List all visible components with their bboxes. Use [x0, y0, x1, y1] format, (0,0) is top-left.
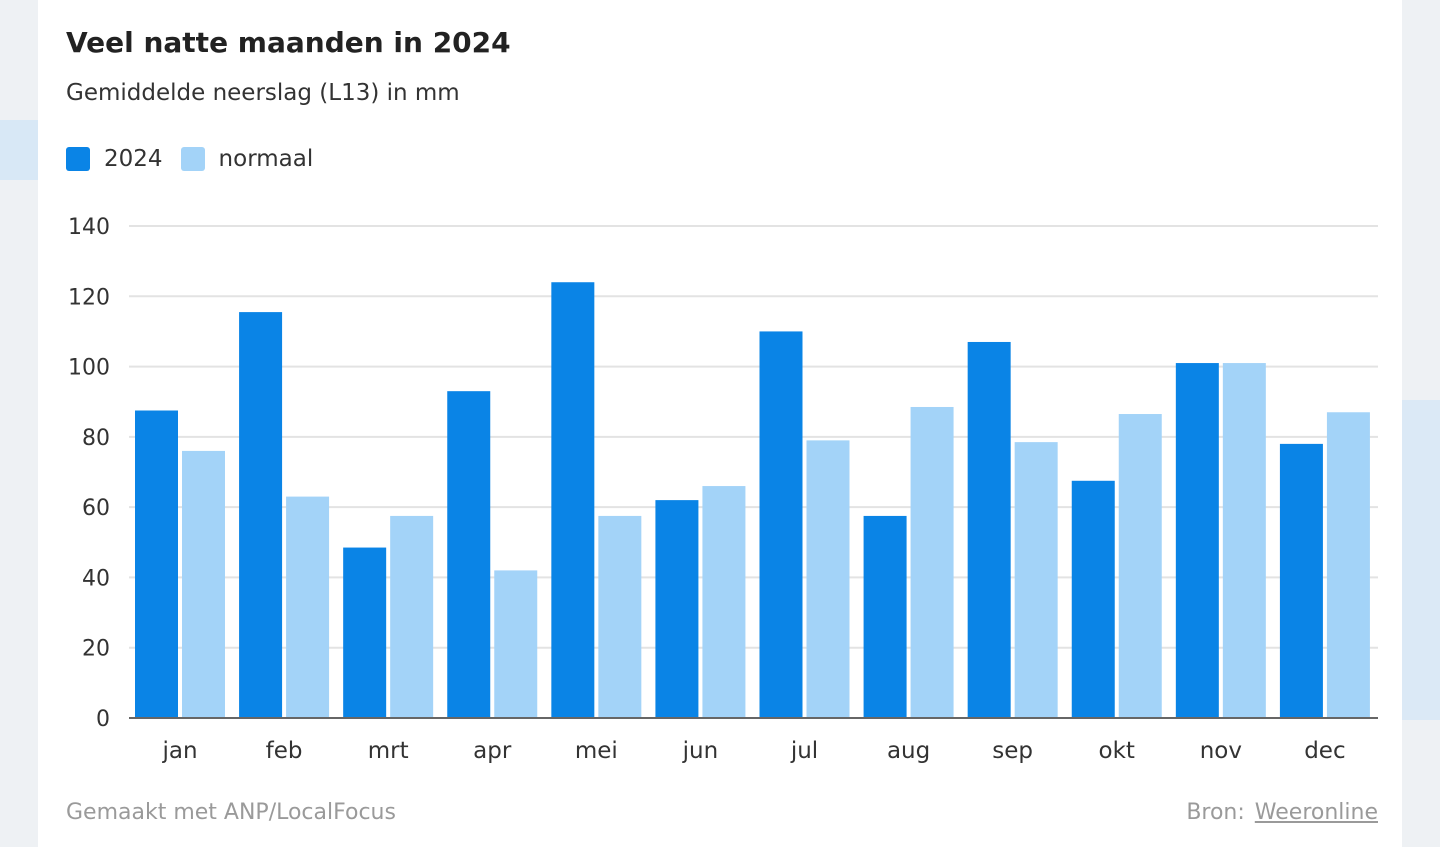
legend-swatch-normaal [180, 147, 205, 171]
bar-jan-normaal [182, 450, 225, 718]
bar-jan-2024 [135, 410, 178, 718]
y-tick-label-140: 140 [68, 215, 110, 240]
footer-credit: Gemaakt met ANP/LocalFocus [66, 800, 396, 825]
y-tick-label-20: 20 [82, 637, 110, 662]
legend-item-normaal: normaal [180, 146, 314, 172]
legend-label-2024: 2024 [104, 146, 163, 172]
source-label: Bron: [1186, 800, 1245, 825]
bar-dec-normaal [1326, 412, 1370, 718]
x-tick-label-jul: jul [790, 738, 818, 764]
x-tick-label-jun: jun [682, 738, 719, 764]
bar-mrt-2024 [343, 547, 387, 718]
legend-label-normaal: normaal [218, 146, 314, 172]
y-tick-label-40: 40 [82, 566, 110, 591]
y-tick-label-60: 60 [82, 496, 110, 521]
y-tick-label-100: 100 [68, 356, 110, 381]
x-tick-label-nov: nov [1200, 738, 1242, 764]
bar-okt-2024 [1071, 480, 1115, 718]
bar-aug-normaal [910, 406, 954, 718]
bar-mei-normaal [598, 515, 642, 718]
legend-swatch-2024 [66, 147, 90, 171]
source-link[interactable]: Weeronline [1254, 800, 1378, 825]
x-tick-label-aug: aug [887, 738, 930, 764]
bar-chart: 0 20 40 60 80 100 120 140 jan feb mrt apr mei jun jul a… [68, 215, 1378, 764]
y-tick-label-120: 120 [68, 285, 110, 310]
bar-nov-normaal [1222, 363, 1266, 718]
bar-mrt-normaal [390, 515, 434, 718]
bar-jul-2024 [759, 331, 803, 718]
chart-legend: 2024 normaal [66, 146, 331, 172]
y-tick-label-0: 0 [96, 707, 110, 732]
bar-okt-normaal [1118, 414, 1162, 718]
bar-jul-normaal [806, 440, 850, 718]
bar-mei-2024 [551, 282, 595, 718]
x-tick-label-apr: apr [473, 738, 512, 764]
x-tick-label-dec: dec [1304, 738, 1345, 764]
x-tick-label-mrt: mrt [368, 738, 409, 764]
bar-feb-2024 [239, 312, 283, 718]
background-edge-left [0, 120, 40, 180]
bar-apr-2024 [447, 391, 491, 718]
bar-jun-normaal [702, 486, 746, 718]
background-edge-right [1400, 400, 1440, 720]
bar-feb-normaal [286, 496, 330, 718]
bar-sep-normaal [1014, 442, 1058, 718]
chart-card: Veel natte maanden in 2024 Gemiddelde ne… [38, 0, 1402, 847]
bar-aug-2024 [863, 515, 907, 718]
bar-nov-2024 [1175, 363, 1219, 718]
x-tick-label-okt: okt [1099, 738, 1135, 764]
footer-source: Bron: Weeronline [1186, 800, 1378, 825]
y-tick-label-80: 80 [82, 426, 110, 451]
chart-title: Veel natte maanden in 2024 [66, 26, 511, 59]
x-tick-label-jan: jan [161, 738, 197, 764]
bar-dec-2024 [1279, 443, 1323, 718]
legend-item-2024: 2024 [66, 146, 163, 172]
bar-jun-2024 [655, 500, 699, 718]
bar-apr-normaal [494, 570, 538, 718]
x-tick-label-mei: mei [575, 738, 618, 764]
bar-sep-2024 [967, 341, 1011, 718]
x-tick-label-feb: feb [266, 738, 303, 764]
chart-subtitle: Gemiddelde neerslag (L13) in mm [66, 80, 460, 106]
x-tick-label-sep: sep [992, 738, 1033, 764]
